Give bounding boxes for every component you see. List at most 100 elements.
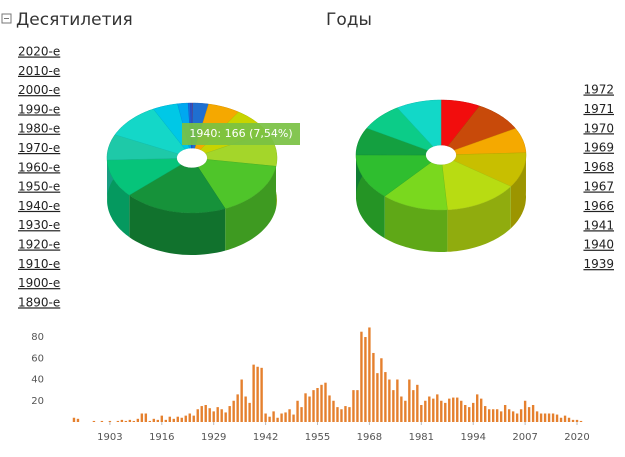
- bar[interactable]: [192, 415, 195, 422]
- bar[interactable]: [392, 390, 395, 422]
- bar[interactable]: [340, 409, 343, 422]
- bar[interactable]: [268, 416, 271, 422]
- decade-link[interactable]: 2010-е: [18, 64, 60, 78]
- bar[interactable]: [276, 417, 279, 422]
- bar[interactable]: [152, 418, 156, 422]
- decade-link[interactable]: 1930-е: [18, 218, 60, 232]
- bar[interactable]: [212, 411, 215, 422]
- bar[interactable]: [408, 379, 411, 422]
- bar[interactable]: [400, 396, 403, 422]
- bar[interactable]: [356, 390, 359, 422]
- bar[interactable]: [579, 420, 583, 422]
- decade-link[interactable]: 1950-е: [18, 180, 60, 194]
- bar[interactable]: [300, 407, 303, 422]
- bar[interactable]: [92, 420, 96, 422]
- bar[interactable]: [491, 409, 495, 422]
- bar[interactable]: [196, 409, 199, 422]
- bar[interactable]: [280, 413, 283, 422]
- bar[interactable]: [551, 413, 555, 422]
- decade-link[interactable]: 2000-е: [18, 83, 60, 97]
- bar[interactable]: [436, 394, 439, 422]
- bar[interactable]: [288, 409, 291, 422]
- bar[interactable]: [220, 409, 223, 422]
- bar[interactable]: [160, 415, 164, 422]
- bar[interactable]: [480, 398, 483, 422]
- bar[interactable]: [531, 405, 535, 422]
- decade-link[interactable]: 1920-е: [18, 238, 60, 252]
- year-link[interactable]: 1970: [583, 121, 614, 135]
- bar[interactable]: [543, 413, 547, 422]
- bar[interactable]: [396, 379, 399, 422]
- bar[interactable]: [547, 413, 551, 422]
- bar[interactable]: [204, 405, 207, 422]
- decade-link[interactable]: 2020-е: [18, 45, 60, 59]
- bar[interactable]: [260, 367, 263, 422]
- decade-link[interactable]: 1990-е: [18, 102, 60, 116]
- bar[interactable]: [224, 412, 227, 422]
- bar[interactable]: [452, 397, 455, 422]
- year-link[interactable]: 1966: [583, 199, 614, 213]
- bar[interactable]: [388, 379, 391, 422]
- bar[interactable]: [172, 418, 175, 422]
- bar[interactable]: [507, 409, 511, 422]
- bar[interactable]: [264, 413, 267, 422]
- bar[interactable]: [483, 406, 487, 422]
- bar[interactable]: [232, 400, 235, 422]
- bar[interactable]: [567, 417, 571, 422]
- bar[interactable]: [136, 418, 140, 422]
- bar[interactable]: [519, 409, 523, 422]
- decade-link[interactable]: 1900-е: [18, 276, 60, 290]
- bar[interactable]: [468, 407, 471, 422]
- bar[interactable]: [144, 413, 148, 422]
- bar[interactable]: [476, 394, 479, 422]
- bar[interactable]: [575, 419, 579, 422]
- bar[interactable]: [555, 414, 559, 422]
- bar[interactable]: [284, 412, 287, 422]
- bar[interactable]: [304, 393, 307, 422]
- bar[interactable]: [364, 337, 367, 422]
- bar[interactable]: [472, 402, 475, 422]
- bar[interactable]: [132, 420, 136, 422]
- bar[interactable]: [272, 411, 275, 422]
- year-link[interactable]: 1939: [583, 257, 614, 271]
- bar[interactable]: [404, 400, 407, 422]
- bar[interactable]: [148, 420, 152, 422]
- bar[interactable]: [495, 409, 499, 422]
- bar[interactable]: [376, 373, 379, 422]
- bar[interactable]: [100, 420, 104, 422]
- bar[interactable]: [168, 416, 171, 422]
- bar[interactable]: [539, 413, 543, 422]
- decade-link[interactable]: 1940-е: [18, 199, 60, 213]
- bar[interactable]: [208, 408, 211, 422]
- bar[interactable]: [240, 379, 243, 422]
- decade-link[interactable]: 1910-е: [18, 257, 60, 271]
- bar[interactable]: [444, 402, 447, 422]
- year-link[interactable]: 1967: [583, 180, 614, 194]
- bar[interactable]: [140, 413, 144, 422]
- bar[interactable]: [216, 407, 219, 422]
- bar[interactable]: [244, 396, 247, 422]
- bar[interactable]: [420, 405, 423, 422]
- collapse-icon[interactable]: [1, 13, 12, 24]
- bar[interactable]: [487, 409, 491, 422]
- bar[interactable]: [428, 396, 431, 422]
- bar[interactable]: [248, 402, 251, 422]
- bar[interactable]: [563, 415, 567, 422]
- bar[interactable]: [320, 384, 323, 422]
- bar[interactable]: [440, 400, 443, 422]
- bar[interactable]: [503, 405, 507, 422]
- bar[interactable]: [571, 419, 575, 422]
- bar[interactable]: [328, 395, 331, 422]
- year-link[interactable]: 1971: [583, 102, 614, 116]
- bar[interactable]: [180, 417, 183, 422]
- bar[interactable]: [76, 418, 80, 422]
- decade-link[interactable]: 1890-е: [18, 295, 60, 309]
- bar[interactable]: [164, 419, 167, 422]
- bar[interactable]: [432, 398, 435, 422]
- bar[interactable]: [416, 384, 419, 422]
- bar[interactable]: [72, 417, 76, 422]
- bar[interactable]: [360, 331, 363, 422]
- bar[interactable]: [120, 419, 124, 422]
- bar[interactable]: [448, 398, 451, 422]
- bar[interactable]: [523, 400, 527, 422]
